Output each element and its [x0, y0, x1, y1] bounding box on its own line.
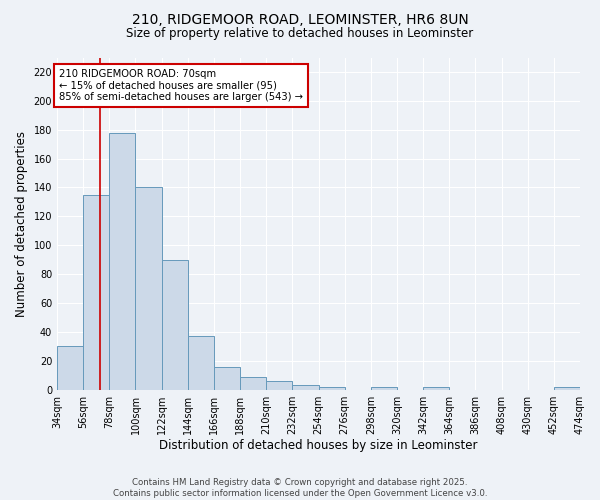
Bar — [57, 346, 83, 390]
Text: Size of property relative to detached houses in Leominster: Size of property relative to detached ho… — [127, 28, 473, 40]
Bar — [319, 387, 344, 390]
Text: 210 RIDGEMOOR ROAD: 70sqm
← 15% of detached houses are smaller (95)
85% of semi-: 210 RIDGEMOOR ROAD: 70sqm ← 15% of detac… — [59, 69, 304, 102]
Bar — [423, 387, 449, 390]
Text: Contains HM Land Registry data © Crown copyright and database right 2025.
Contai: Contains HM Land Registry data © Crown c… — [113, 478, 487, 498]
Bar — [214, 366, 240, 390]
Bar — [136, 188, 161, 390]
Y-axis label: Number of detached properties: Number of detached properties — [15, 130, 28, 316]
Bar — [161, 260, 188, 390]
Text: 210, RIDGEMOOR ROAD, LEOMINSTER, HR6 8UN: 210, RIDGEMOOR ROAD, LEOMINSTER, HR6 8UN — [131, 12, 469, 26]
Bar — [109, 132, 136, 390]
Bar — [266, 381, 292, 390]
Bar — [292, 386, 319, 390]
Bar — [371, 387, 397, 390]
Bar — [188, 336, 214, 390]
Bar — [83, 194, 109, 390]
X-axis label: Distribution of detached houses by size in Leominster: Distribution of detached houses by size … — [159, 440, 478, 452]
Bar — [554, 387, 580, 390]
Bar — [240, 376, 266, 390]
